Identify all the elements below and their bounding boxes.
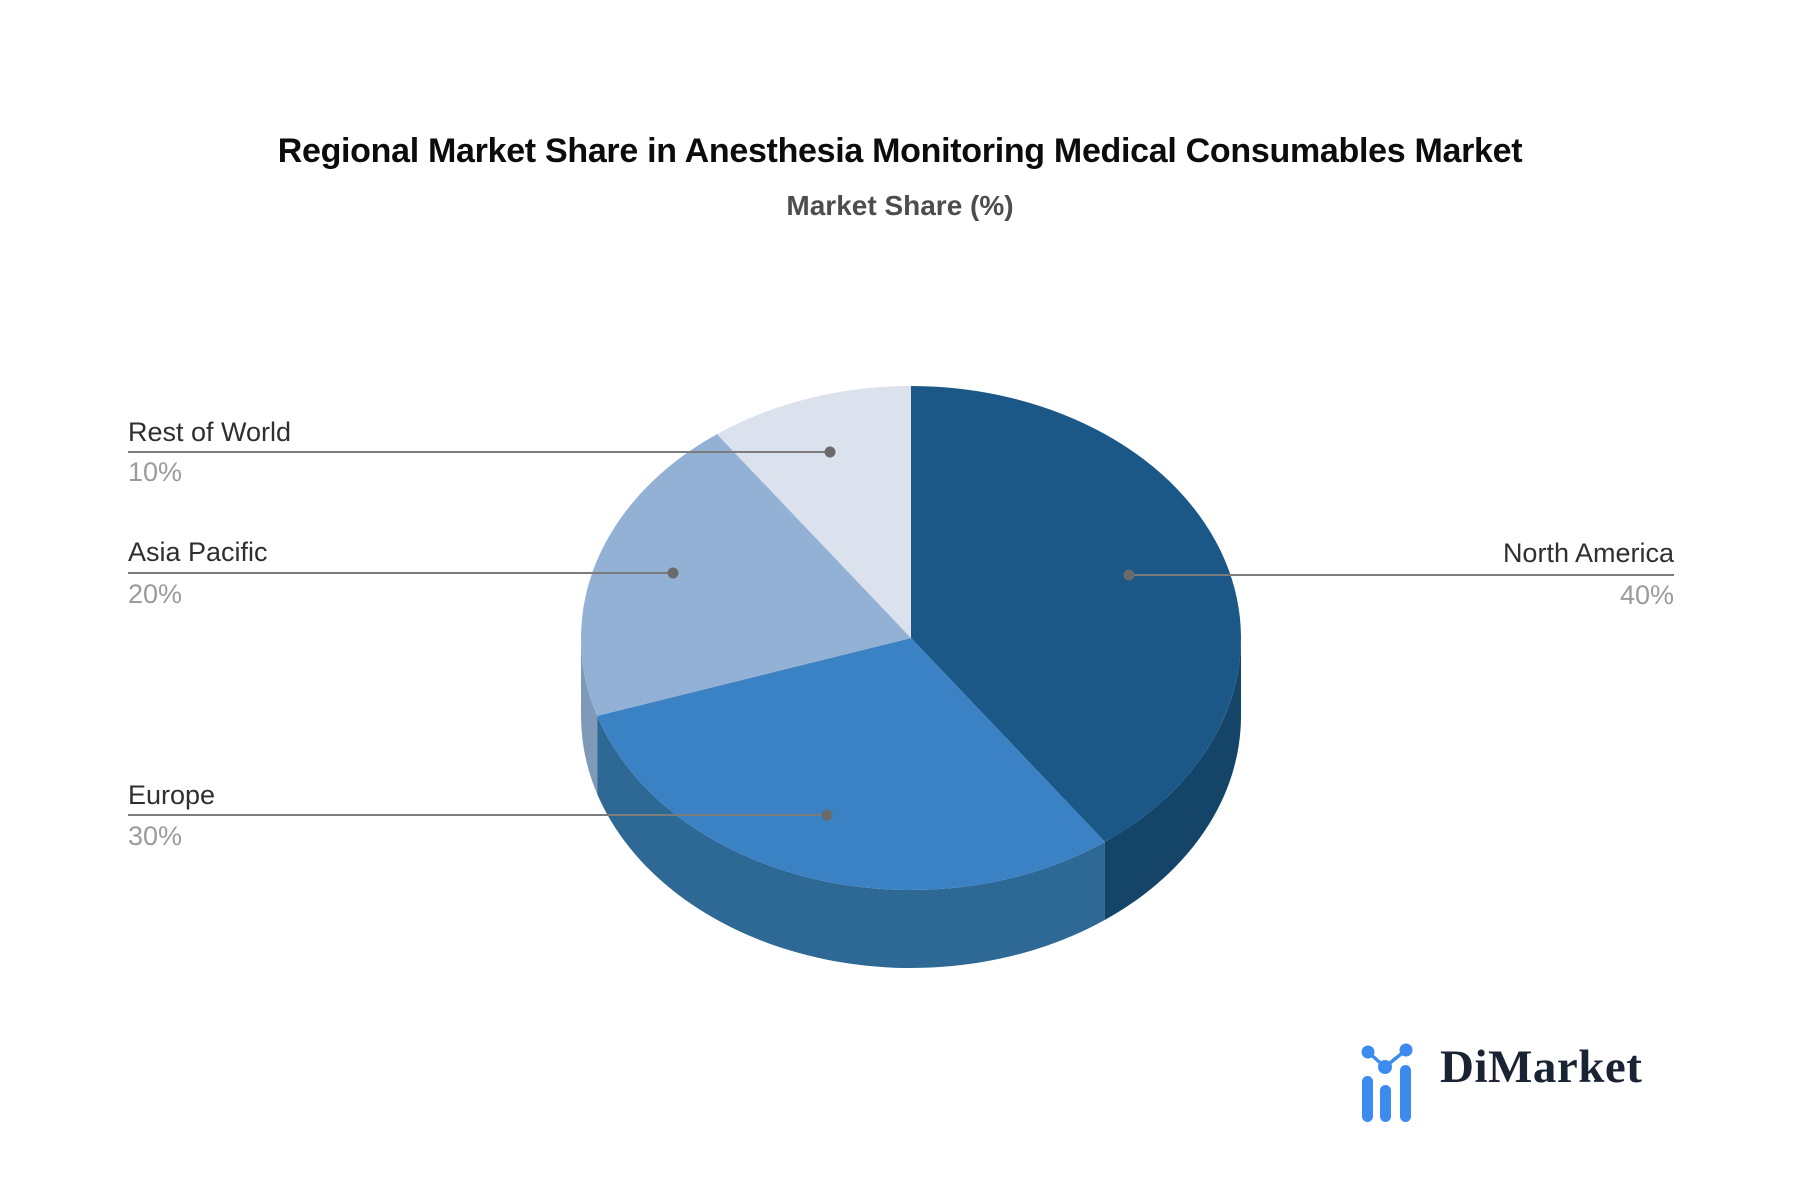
pie-3d-sides [581, 638, 1241, 968]
trend-dot [1399, 1043, 1413, 1057]
pie-slices [581, 386, 1241, 890]
chart-subtitle: Market Share (%) [786, 190, 1014, 221]
category-value-asia-pacific: 20% [128, 579, 183, 609]
category-label-europe: Europe [128, 780, 216, 810]
bar [1380, 1085, 1391, 1122]
chart-title: Regional Market Share in Anesthesia Moni… [277, 132, 1523, 170]
category-value-europe: 30% [128, 821, 183, 851]
category-value-rest-of-world: 10% [128, 457, 183, 487]
pie-slice-side-europe [597, 715, 1105, 968]
trend-dot [1378, 1060, 1392, 1074]
category-value-north-america: 40% [1619, 580, 1674, 610]
leader-dot-rest-of-world [824, 446, 836, 458]
category-label-rest-of-world: Rest of World [128, 417, 292, 447]
category-label-north-america: North America [1502, 538, 1674, 568]
leader-dot-europe [821, 809, 833, 821]
leader-dot-asia-pacific [667, 567, 679, 579]
leader-lines [128, 446, 1674, 821]
pie-slice-asia-pacific[interactable] [581, 434, 911, 716]
pie-slice-rest-of-world[interactable] [717, 386, 911, 638]
category-label-asia-pacific: Asia Pacific [128, 537, 268, 567]
trend-dot [1361, 1045, 1375, 1059]
bar [1362, 1076, 1373, 1122]
pie-slice-side-north-america [1104, 638, 1241, 920]
leader-dot-north-america [1123, 569, 1135, 581]
pie-slice-north-america[interactable] [911, 386, 1241, 842]
pie-slice-europe[interactable] [597, 638, 1105, 890]
dimarket-logo: DiMarket [1360, 1040, 1642, 1124]
logo-text: DiMarket [1440, 1041, 1643, 1093]
bar [1400, 1065, 1411, 1122]
logo-bars-trend-icon [1361, 1043, 1413, 1122]
pie-slice-side-asia-pacific [581, 638, 598, 794]
